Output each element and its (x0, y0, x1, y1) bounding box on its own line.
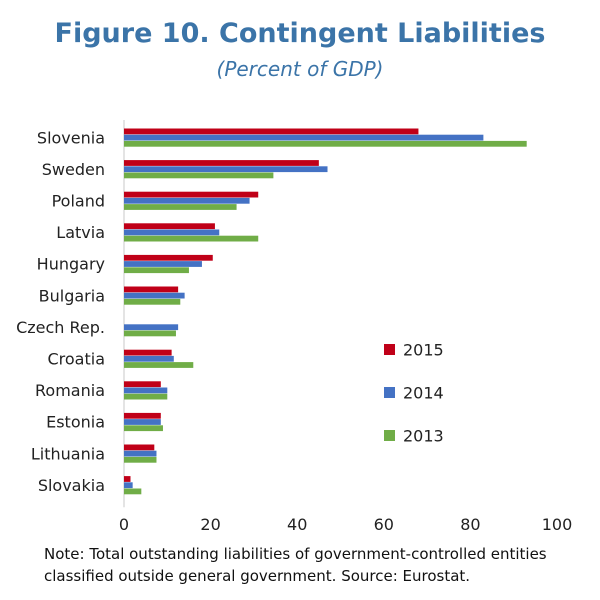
bar-2013-latvia (124, 235, 259, 242)
bar-2015-romania (124, 381, 161, 388)
chart-subtitle: (Percent of GDP) (216, 57, 384, 81)
bar-2014-estonia (124, 419, 161, 425)
bar-2015-latvia (124, 223, 215, 230)
bar-2014-poland (124, 197, 250, 204)
category-label-lithuania: Lithuania (31, 444, 105, 463)
bar-2013-czech-rep (124, 330, 176, 337)
x-tick-label-0: 0 (119, 515, 129, 534)
bar-2014-slovakia (124, 482, 133, 489)
bar-2014-latvia (124, 229, 220, 236)
legend-swatch-2013 (384, 430, 395, 441)
bar-2014-romania (124, 387, 168, 394)
bar-2014-lithuania (124, 450, 157, 457)
bar-2013-slovenia (124, 140, 527, 147)
category-label-romania: Romania (35, 381, 105, 400)
bar-2015-lithuania (124, 444, 155, 451)
category-label-bulgaria: Bulgaria (39, 286, 105, 305)
category-label-hungary: Hungary (37, 255, 105, 274)
category-label-croatia: Croatia (47, 350, 105, 369)
legend-swatch-2015 (384, 344, 395, 355)
category-label-slovenia: Slovenia (37, 128, 105, 147)
legend-label-2014: 2014 (403, 384, 444, 403)
x-tick-label-80: 80 (460, 515, 480, 534)
category-label-slovakia: Slovakia (38, 476, 105, 495)
bar-2015-croatia (124, 349, 172, 356)
bar-2014-czech-rep (124, 324, 179, 331)
category-label-poland: Poland (52, 192, 105, 211)
chart-title: Figure 10. Contingent Liabilities (54, 18, 546, 49)
bar-2014-sweden (124, 166, 328, 173)
bar-2013-romania (124, 393, 168, 400)
category-label-latvia: Latvia (56, 223, 105, 242)
bar-2013-croatia (124, 362, 194, 368)
bar-2015-slovenia (124, 128, 419, 135)
bar-2013-bulgaria (124, 298, 181, 305)
category-label-czech-rep: Czech Rep. (16, 318, 105, 337)
bar-2013-lithuania (124, 456, 157, 463)
bar-2015-slovakia (124, 476, 131, 482)
category-label-sweden: Sweden (42, 160, 105, 179)
x-tick-label-20: 20 (200, 515, 220, 534)
bar-2013-sweden (124, 172, 274, 179)
bar-2014-slovenia (124, 134, 484, 141)
x-tick-label-60: 60 (374, 515, 394, 534)
bar-2015-sweden (124, 160, 319, 166)
bar-2015-bulgaria (124, 286, 179, 293)
bar-2015-hungary (124, 254, 213, 261)
legend-label-2013: 2013 (403, 427, 444, 446)
bar-2015-estonia (124, 412, 161, 419)
category-label-estonia: Estonia (46, 413, 105, 432)
legend-swatch-2014 (384, 387, 395, 398)
bar-2014-croatia (124, 355, 174, 362)
bar-2015-poland (124, 191, 259, 198)
x-tick-label-100: 100 (542, 515, 573, 534)
chart-note: Note: Total outstanding liabilities of g… (44, 545, 547, 585)
bar-2014-hungary (124, 261, 202, 267)
bar-2013-estonia (124, 425, 163, 432)
bar-2013-slovakia (124, 488, 142, 495)
x-tick-label-40: 40 (287, 515, 307, 534)
bar-2013-poland (124, 204, 237, 210)
legend-label-2015: 2015 (403, 341, 444, 360)
bar-2014-bulgaria (124, 292, 185, 299)
bar-2013-hungary (124, 267, 189, 274)
